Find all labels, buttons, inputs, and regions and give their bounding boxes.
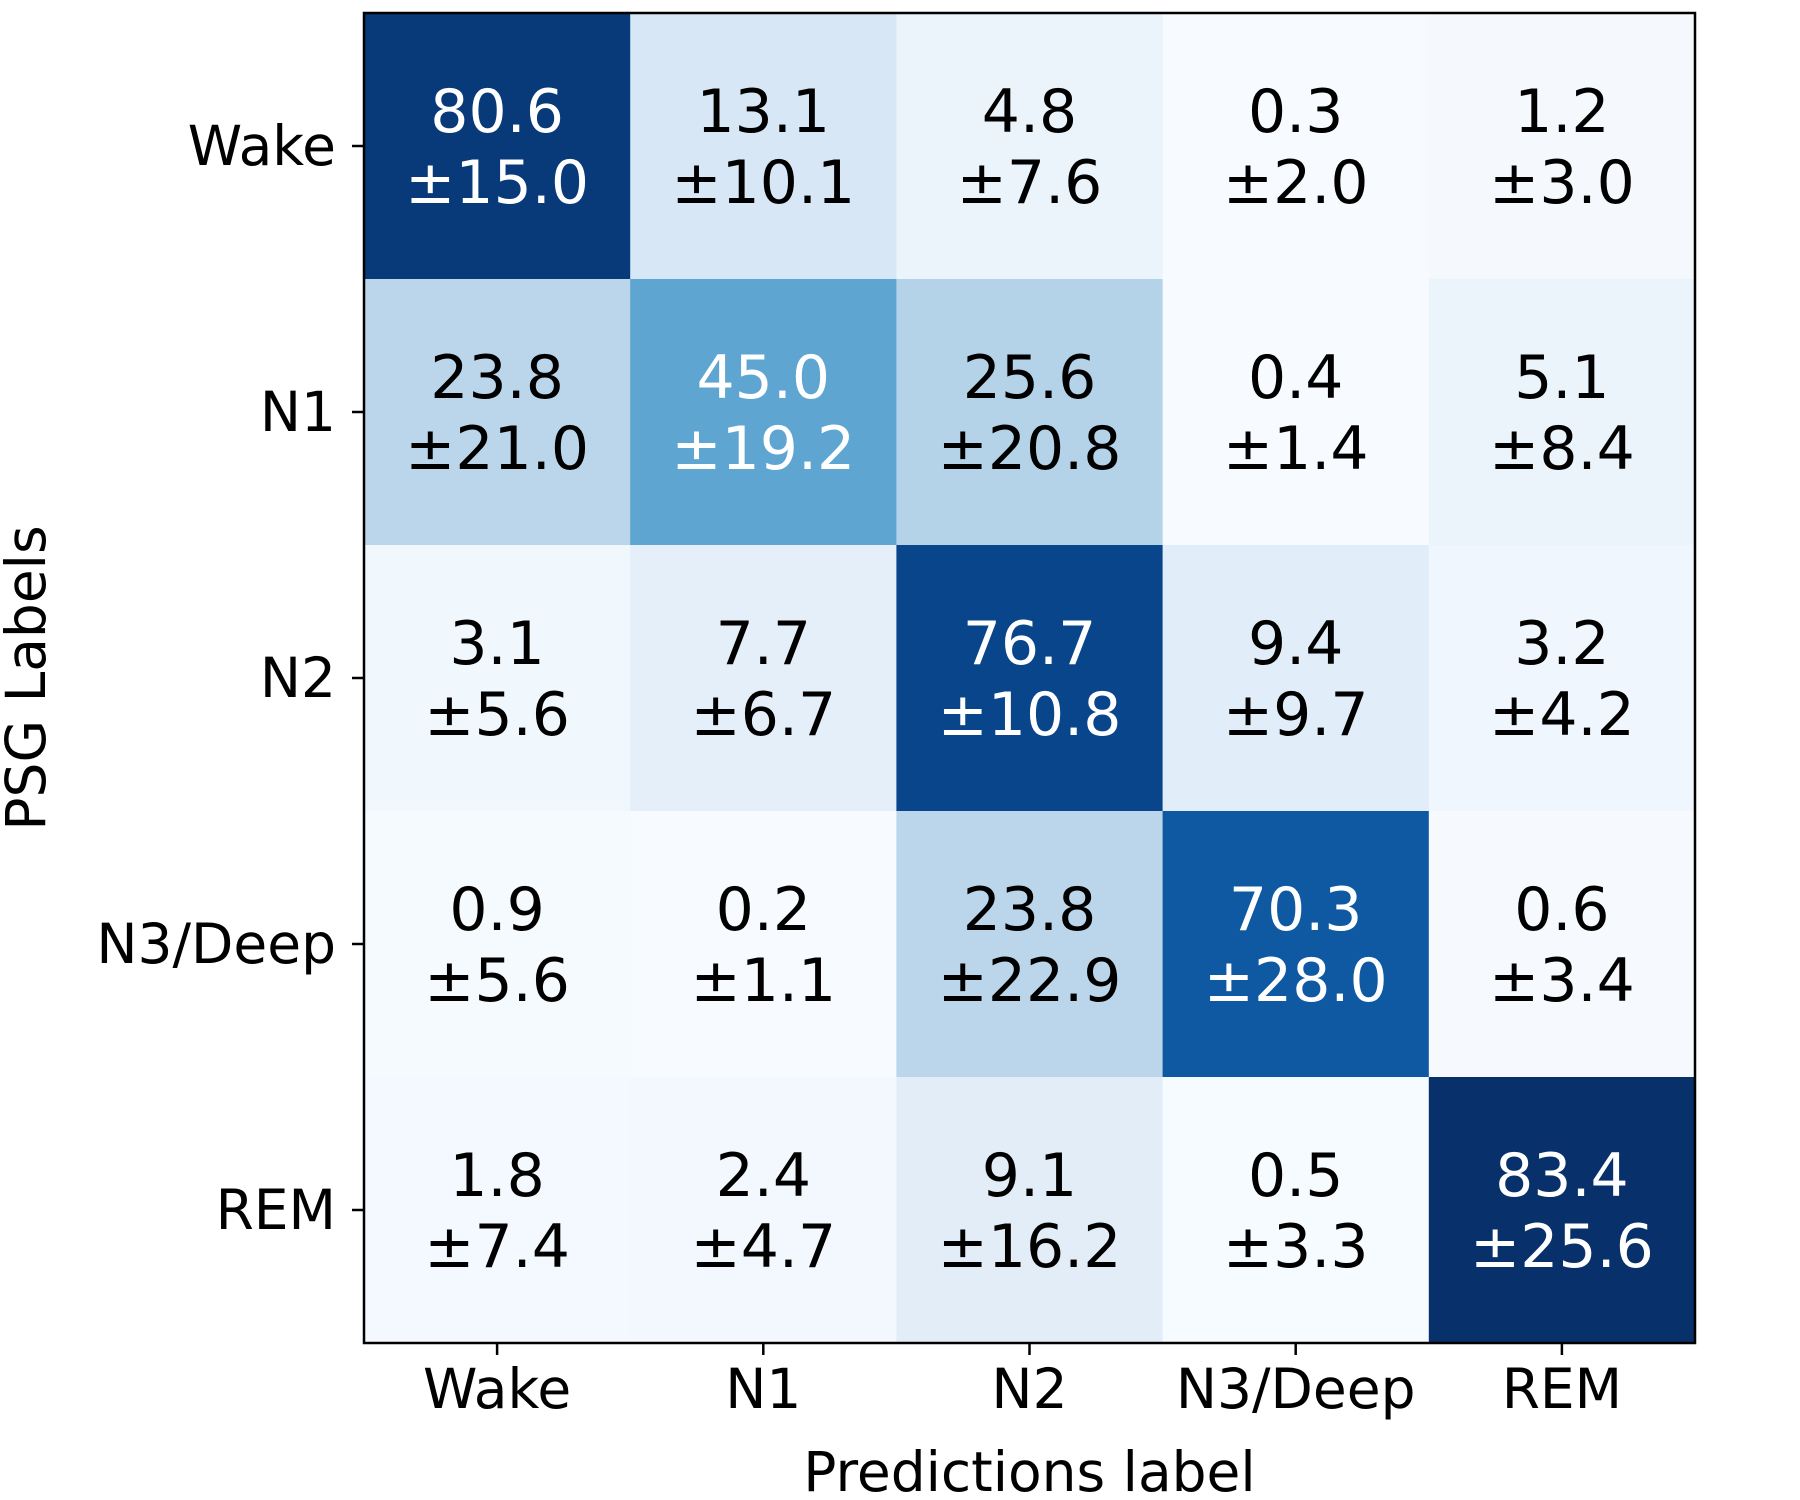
- cell-std-label: ±2.0: [1223, 148, 1369, 218]
- cell-std-label: ±10.1: [671, 148, 855, 218]
- cell-std-label: ±3.3: [1223, 1212, 1369, 1282]
- cell-std-label: ±7.6: [957, 148, 1103, 218]
- heatmap-cell: [630, 811, 897, 1078]
- x-tick-label: N2: [991, 1357, 1067, 1421]
- cell-std-label: ±5.6: [424, 946, 570, 1016]
- heatmap-cell: [1162, 13, 1430, 280]
- heatmap-cell: [630, 545, 897, 812]
- x-tick-label: Wake: [423, 1357, 571, 1421]
- cell-value-label: 4.8: [982, 77, 1077, 147]
- cell-std-label: ±15.0: [405, 148, 589, 218]
- heatmap-cell: [1162, 545, 1430, 812]
- x-tick-label: N3/Deep: [1176, 1357, 1416, 1421]
- cell-value-label: 0.4: [1248, 343, 1343, 413]
- x-axis-label: Predictions label: [803, 1440, 1255, 1500]
- cell-value-label: 3.1: [449, 609, 544, 679]
- y-tick-label: REM: [216, 1178, 336, 1242]
- y-tick-label: Wake: [188, 114, 336, 178]
- cell-annotations: 80.6±15.0 13.1±10.1 4.8±7.6 0.3±2.0 1.2±3.0 2…: [405, 77, 1654, 1282]
- cell-value-label: 1.8: [449, 1141, 544, 1211]
- cell-value-label: 0.3: [1248, 77, 1343, 147]
- cell-value-label: 76.7: [963, 609, 1097, 679]
- cell-std-label: ±16.2: [938, 1212, 1122, 1282]
- heatmap-cell: [364, 279, 631, 546]
- cell-std-label: ±1.4: [1223, 414, 1369, 484]
- cell-std-label: ±4.7: [690, 1212, 836, 1282]
- cell-std-label: ±21.0: [405, 414, 589, 484]
- heatmap-cells: [364, 13, 1696, 1344]
- cell-std-label: ±19.2: [671, 414, 855, 484]
- y-tick-label: N1: [260, 380, 336, 444]
- heatmap-cell: [896, 279, 1164, 546]
- y-tick-label: N2: [260, 646, 336, 710]
- cell-value-label: 23.8: [430, 343, 564, 413]
- heatmap-cell: [1428, 1077, 1696, 1344]
- cell-std-label: ±4.2: [1489, 680, 1635, 750]
- cell-value-label: 0.6: [1514, 875, 1609, 945]
- x-axis-ticks: Wake N1 N2 N3/Deep REM: [423, 1343, 1622, 1421]
- heatmap-cell: [1162, 1077, 1430, 1344]
- cell-value-label: 23.8: [963, 875, 1097, 945]
- y-tick-label: N3/Deep: [96, 912, 336, 976]
- cell-std-label: ±25.6: [1470, 1212, 1654, 1282]
- heatmap-cell: [896, 811, 1164, 1078]
- cell-std-label: ±6.7: [690, 680, 836, 750]
- heatmap-cell: [630, 1077, 897, 1344]
- heatmap-cell: [896, 13, 1164, 280]
- cell-value-label: 70.3: [1229, 875, 1363, 945]
- y-axis-ticks: Wake N1 N2 N3/Deep REM: [96, 114, 364, 1242]
- heatmap-cell: [896, 545, 1164, 812]
- x-tick-label: N1: [725, 1357, 801, 1421]
- cell-std-label: ±3.0: [1489, 148, 1635, 218]
- heatmap-cell: [896, 1077, 1164, 1344]
- cell-std-label: ±7.4: [424, 1212, 570, 1282]
- y-axis-label: PSG Labels: [0, 525, 58, 830]
- cell-std-label: ±9.7: [1223, 680, 1369, 750]
- cell-value-label: 7.7: [716, 609, 811, 679]
- cell-value-label: 9.1: [982, 1141, 1077, 1211]
- cell-std-label: ±5.6: [424, 680, 570, 750]
- cell-value-label: 45.0: [697, 343, 831, 413]
- cell-value-label: 1.2: [1514, 77, 1609, 147]
- cell-value-label: 0.2: [716, 875, 811, 945]
- cell-std-label: ±28.0: [1204, 946, 1388, 1016]
- heatmap-cell: [364, 545, 631, 812]
- x-tick-label: REM: [1502, 1357, 1622, 1421]
- heatmap-cell: [1162, 279, 1430, 546]
- heatmap-cell: [630, 279, 897, 546]
- cell-value-label: 3.2: [1514, 609, 1609, 679]
- cell-std-label: ±8.4: [1489, 414, 1635, 484]
- heatmap-cell: [1162, 811, 1430, 1078]
- cell-std-label: ±22.9: [938, 946, 1122, 1016]
- cell-value-label: 13.1: [697, 77, 831, 147]
- cell-value-label: 9.4: [1248, 609, 1343, 679]
- cell-value-label: 0.9: [449, 875, 544, 945]
- heatmap-cell: [1428, 279, 1696, 546]
- cell-value-label: 5.1: [1514, 343, 1609, 413]
- heatmap-cell: [364, 13, 631, 280]
- cell-value-label: 25.6: [963, 343, 1097, 413]
- heatmap-cell: [1428, 811, 1696, 1078]
- cell-value-label: 80.6: [430, 77, 564, 147]
- cell-std-label: ±20.8: [938, 414, 1122, 484]
- cell-value-label: 2.4: [716, 1141, 811, 1211]
- heatmap-cell: [630, 13, 897, 280]
- cell-std-label: ±10.8: [938, 680, 1122, 750]
- cell-value-label: 83.4: [1495, 1141, 1629, 1211]
- heatmap-cell: [1428, 545, 1696, 812]
- heatmap-cell: [1428, 13, 1696, 280]
- cell-value-label: 0.5: [1248, 1141, 1343, 1211]
- heatmap-cell: [364, 811, 631, 1078]
- cell-std-label: ±1.1: [690, 946, 836, 1016]
- cell-std-label: ±3.4: [1489, 946, 1635, 1016]
- heatmap-cell: [364, 1077, 631, 1344]
